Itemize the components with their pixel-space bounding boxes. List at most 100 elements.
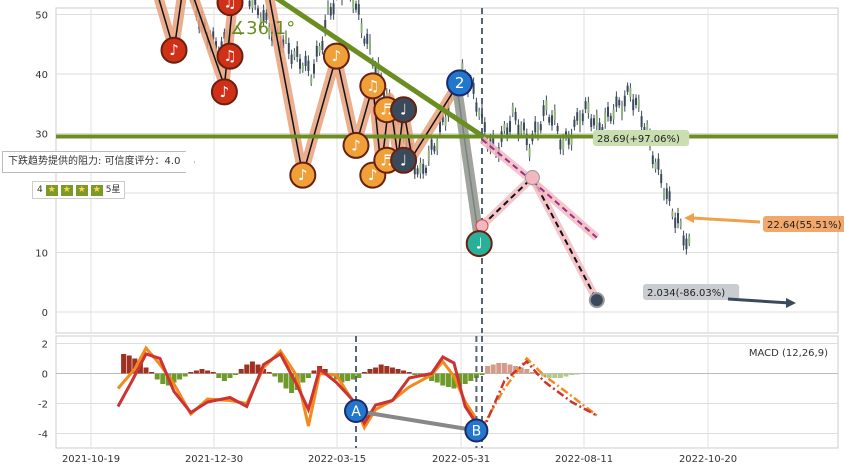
last-leg-halo (451, 85, 485, 242)
candle-body (419, 162, 422, 174)
star-icon: ★ (45, 184, 58, 196)
candle-body (254, 0, 257, 5)
macd-histogram-bar (440, 373, 446, 386)
candle-body (299, 58, 301, 69)
macd-histogram-bar (518, 367, 524, 374)
macd-histogram-bar (244, 364, 250, 374)
macd-histogram-bar (149, 372, 155, 374)
candle-body (657, 158, 660, 170)
macd-histogram-bar (378, 364, 384, 374)
macd-histogram-bar (373, 367, 379, 374)
candle-body (436, 140, 439, 151)
candle-body (528, 148, 531, 157)
candle-body (360, 23, 363, 34)
candle-body (525, 134, 528, 146)
macd-histogram-bar (188, 372, 194, 374)
candle-body (259, 16, 262, 26)
candle-body (665, 188, 668, 199)
x-tick-label: 2021-10-19 (62, 454, 120, 465)
forecast-label-box (763, 216, 844, 232)
candle-body (660, 174, 663, 184)
candle-body (352, 0, 355, 9)
macd-histogram-bar (143, 367, 149, 374)
candle-body (612, 109, 615, 120)
macd-histogram-bar (546, 373, 552, 378)
candle-body (287, 43, 290, 54)
pattern-marker (322, 42, 350, 70)
candle-body (369, 39, 371, 50)
macd-histogram-bar (305, 373, 311, 378)
candle-body (520, 125, 523, 134)
macd-histogram-bar (569, 373, 575, 375)
divergence-point (344, 399, 368, 423)
candle-body (587, 102, 590, 114)
candle-body (545, 100, 548, 111)
macd-histogram-bar (574, 373, 580, 375)
candle-body (324, 19, 327, 31)
x-tick-label: 2022-03-15 (308, 454, 366, 465)
candle-body (251, 0, 254, 8)
candle-body (509, 121, 511, 132)
macd-histogram-bar (367, 369, 373, 374)
candle-body (223, 31, 226, 39)
candle-body (567, 135, 570, 145)
candle-body (313, 63, 315, 74)
candle-body (637, 99, 640, 108)
candle-body (315, 45, 318, 57)
candle-body (598, 122, 601, 132)
macd-histogram-bar (490, 364, 496, 374)
candle-body (357, 4, 360, 15)
candle-body (621, 105, 623, 116)
macd-histogram-bar (221, 373, 227, 381)
pattern-marker-glyph: ♬ (380, 101, 393, 119)
macd-histogram-bar (429, 373, 435, 381)
macd-title: MACD (12,26,9) (749, 348, 828, 359)
macd-histogram-bar (345, 373, 351, 381)
price-y-tick: 30 (35, 130, 48, 141)
candle-body (441, 115, 444, 123)
candle-body (290, 54, 293, 64)
candle-body (590, 118, 593, 128)
candle-body (511, 106, 514, 114)
candle-body (483, 122, 486, 132)
star-icon: ★ (60, 184, 73, 196)
candle-body (265, 12, 268, 21)
macd-histogram-bar (501, 363, 507, 374)
rating-prefix: 4 (37, 185, 43, 195)
divergence-point (464, 418, 489, 443)
candle-body (332, 3, 335, 15)
macd-histogram-bar (473, 373, 479, 378)
rating-stars: 4 ★ ★ ★ ★ 5星 (32, 181, 126, 199)
candle-body (677, 212, 679, 224)
pattern-marker-glyph: ♫ (223, 47, 236, 65)
pattern-marker-glyph: ♪ (220, 83, 230, 101)
macd-histogram-bar (277, 373, 283, 383)
candle-body (212, 31, 215, 40)
price-layer: ♩♪♪♪♫♫1♪♪♪♫♪♬♬♩♩2♩ (56, 0, 838, 333)
forecast-arrow (691, 216, 761, 224)
candle-body (573, 119, 576, 127)
macd-histogram-bar (339, 373, 345, 383)
candle-body (629, 87, 632, 98)
candle-body (425, 167, 427, 174)
macd-histogram-bar (182, 373, 188, 377)
candle-body (523, 122, 525, 131)
macd-histogram-bar (177, 373, 183, 380)
candle-body (304, 55, 307, 66)
candle-body (427, 150, 430, 161)
candle-body (355, 3, 357, 10)
forecast-target-point (524, 170, 540, 186)
x-tick-label: 2022-08-11 (555, 454, 613, 465)
candle-body (654, 161, 657, 170)
candle-body (626, 85, 629, 92)
candle-body (635, 97, 637, 105)
macd-histogram-bar (557, 373, 563, 378)
forecast-label-text: 2.034(-86.03%) (647, 288, 725, 299)
macd-histogram-bar (154, 373, 160, 380)
macd-histogram-bar (524, 369, 530, 374)
candle-body (363, 38, 366, 44)
candle-body (551, 115, 553, 126)
macd-histogram-bar (479, 373, 485, 375)
candle-body (310, 77, 313, 84)
candle-body (559, 139, 562, 150)
